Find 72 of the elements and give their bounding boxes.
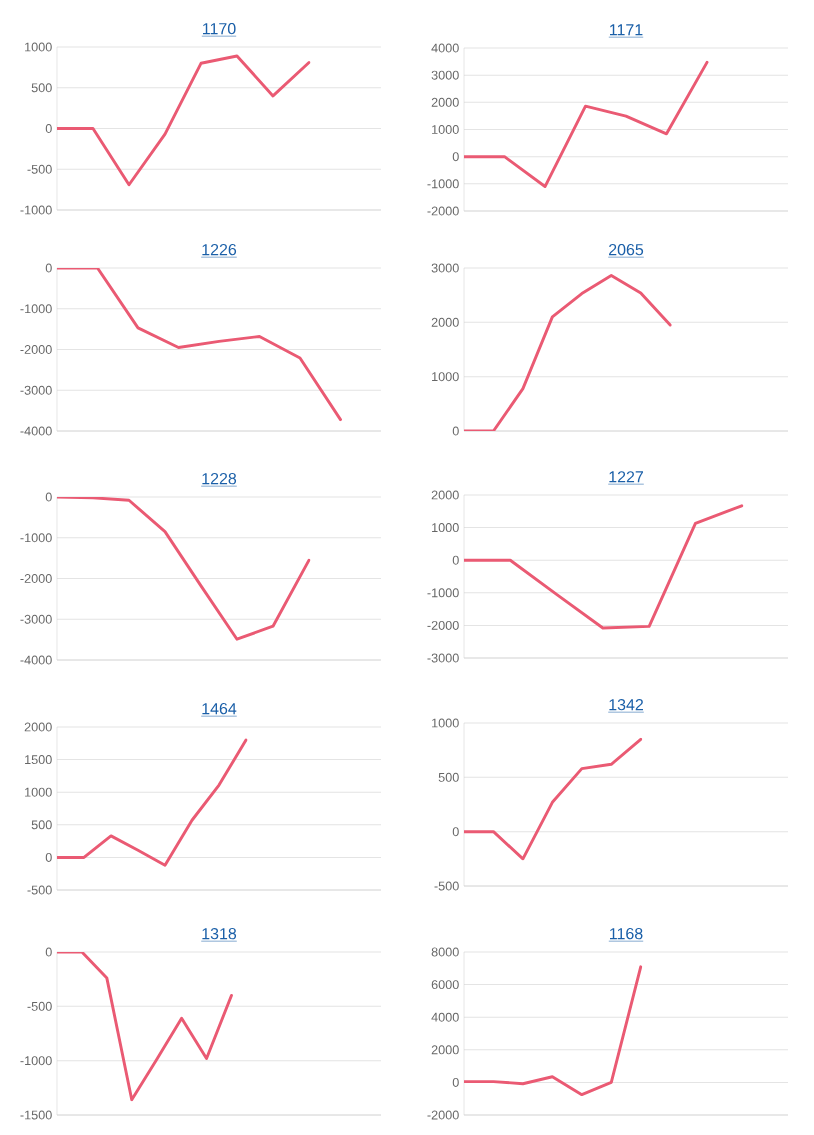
y-tick-label: 6000 [431,980,459,990]
y-tick-label: -4000 [20,426,52,436]
chart-title: 1168 [610,927,643,940]
y-tick-label: 2000 [431,97,459,107]
y-tick-label: 0 [452,426,459,436]
y-tick-label: 1000 [25,42,52,52]
line-series [464,274,672,431]
y-tick-label: 1000 [432,523,459,533]
y-tick-label: 500 [31,820,52,830]
chart-title: 2065 [609,243,644,256]
line-series [464,504,744,630]
y-tick-label: -3000 [20,385,52,395]
y-tick-label: -1000 [427,179,459,189]
y-tick-label: -2000 [20,574,52,583]
y-tick-label: 500 [438,772,459,782]
line-series [57,738,248,867]
chart-title: 1318 [202,927,237,940]
y-tick-label: 1500 [25,755,52,765]
y-tick-label: 2000 [431,1045,459,1055]
y-tick-label: -2000 [20,345,52,354]
chart-title: 1170 [203,22,236,35]
chart-title: 1227 [609,471,643,483]
chart-title: 1464 [202,702,237,715]
y-tick-label: 0 [45,263,52,273]
y-tick-label: 0 [452,827,459,837]
y-tick-label: 4000 [431,43,459,53]
y-tick-label: -4000 [20,655,52,665]
y-tick-label: -1000 [20,304,52,314]
y-tick-label: -1000 [20,1056,52,1066]
line-series [464,737,643,861]
line-series [464,965,643,1097]
y-tick-label: -500 [27,885,52,895]
y-tick-label: 0 [45,947,52,957]
y-tick-label: -500 [27,1001,52,1011]
chart-title: 1228 [202,472,237,485]
y-tick-label: -1000 [20,205,52,215]
y-tick-label: 4000 [431,1012,459,1022]
line-series [57,497,311,641]
y-tick-label: 0 [452,1077,459,1087]
y-tick-label: 8000 [431,947,459,957]
chart-title: 1342 [609,698,643,711]
y-tick-label: -2000 [427,206,459,216]
line-series [57,268,342,422]
y-tick-label: 0 [452,152,459,162]
y-tick-label: 1000 [25,787,52,797]
y-tick-label: 2000 [431,317,459,327]
line-series [57,54,311,187]
y-tick-label: 1000 [432,718,459,728]
y-tick-label: 2000 [24,722,52,732]
y-tick-label: -2000 [427,620,459,630]
y-tick-label: 1000 [432,372,459,382]
y-tick-label: 2000 [431,490,459,500]
y-tick-label: -2000 [427,1110,459,1120]
y-tick-label: 3000 [431,70,459,80]
y-tick-label: 0 [45,492,52,502]
chart-title: 1226 [202,243,237,256]
y-tick-label: 0 [45,124,52,133]
y-tick-label: -500 [434,881,459,891]
chart-title: 1171 [610,24,643,36]
y-tick-label: 1000 [432,125,459,134]
y-tick-label: -1000 [20,533,52,543]
y-tick-label: 500 [31,83,52,93]
line-series [464,60,709,189]
y-tick-label: -3000 [427,653,459,663]
y-tick-label: -1500 [20,1110,52,1120]
y-tick-label: 3000 [431,263,459,273]
y-tick-label: -1000 [427,588,459,598]
y-tick-label: 0 [45,852,52,862]
line-series [57,952,233,1102]
y-tick-label: 0 [452,555,459,565]
y-tick-label: -500 [27,164,52,174]
y-tick-label: -3000 [20,614,52,624]
